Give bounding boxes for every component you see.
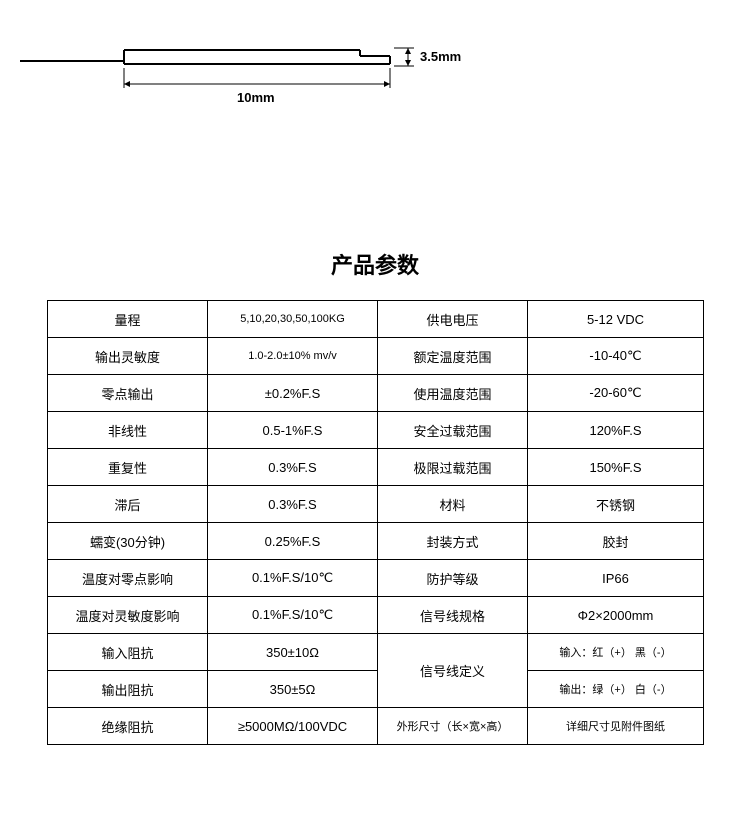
table-cell: 输入阻抗 xyxy=(48,634,208,671)
table-cell: 防护等级 xyxy=(378,560,528,597)
table-cell: ±0.2%F.S xyxy=(208,375,378,412)
table-cell: 详细尺寸见附件图纸 xyxy=(528,708,704,745)
table-cell: 外形尺寸（长×宽×高） xyxy=(378,708,528,745)
diagram-height-label: 3.5mm xyxy=(420,49,461,64)
table-cell: 供电电压 xyxy=(378,301,528,338)
table-row: 输入阻抗350±10Ω信号线定义输入：红（+） 黑（-） xyxy=(48,634,704,671)
table-cell: 安全过载范围 xyxy=(378,412,528,449)
table-cell: 滞后 xyxy=(48,486,208,523)
table-cell: 极限过载范围 xyxy=(378,449,528,486)
table-row: 蠕变(30分钟)0.25%F.S封装方式胶封 xyxy=(48,523,704,560)
table-cell: IP66 xyxy=(528,560,704,597)
table-cell: 0.3%F.S xyxy=(208,486,378,523)
table-cell: 温度对灵敏度影响 xyxy=(48,597,208,634)
sensor-diagram: 3.5mm 10mm xyxy=(0,40,750,180)
table-cell: 封装方式 xyxy=(378,523,528,560)
table-row: 非线性0.5-1%F.S安全过载范围120%F.S xyxy=(48,412,704,449)
table-cell: 输入：红（+） 黑（-） xyxy=(528,634,704,671)
table-cell: 绝缘阻抗 xyxy=(48,708,208,745)
table-row: 输出灵敏度1.0-2.0±10% mv/v额定温度范围-10-40℃ xyxy=(48,338,704,375)
table-cell: 温度对零点影响 xyxy=(48,560,208,597)
table-row: 重复性0.3%F.S极限过载范围150%F.S xyxy=(48,449,704,486)
table-cell: 350±5Ω xyxy=(208,671,378,708)
table-cell: 150%F.S xyxy=(528,449,704,486)
table-row: 量程5,10,20,30,50,100KG供电电压5-12 VDC xyxy=(48,301,704,338)
table-row: 绝缘阻抗≥5000MΩ/100VDC外形尺寸（长×宽×高）详细尺寸见附件图纸 xyxy=(48,708,704,745)
table-cell: 5,10,20,30,50,100KG xyxy=(208,301,378,338)
table-row: 输出阻抗350±5Ω 输出：绿（+） 白（-） xyxy=(48,671,704,708)
table-cell: 量程 xyxy=(48,301,208,338)
table-cell: 非线性 xyxy=(48,412,208,449)
table-row: 温度对零点影响0.1%F.S/10℃防护等级IP66 xyxy=(48,560,704,597)
table-cell: 输出：绿（+） 白（-） xyxy=(528,671,704,708)
table-cell: 0.1%F.S/10℃ xyxy=(208,560,378,597)
table-cell: 使用温度范围 xyxy=(378,375,528,412)
table-cell: 输出阻抗 xyxy=(48,671,208,708)
table-cell: 额定温度范围 xyxy=(378,338,528,375)
table-cell: 0.3%F.S xyxy=(208,449,378,486)
table-cell: 0.1%F.S/10℃ xyxy=(208,597,378,634)
table-cell: 0.25%F.S xyxy=(208,523,378,560)
table-cell: -10-40℃ xyxy=(528,338,704,375)
table-cell: ≥5000MΩ/100VDC xyxy=(208,708,378,745)
table-cell: 蠕变(30分钟) xyxy=(48,523,208,560)
spec-table: 量程5,10,20,30,50,100KG供电电压5-12 VDC输出灵敏度1.… xyxy=(47,300,704,745)
table-cell: 信号线定义 xyxy=(378,634,528,708)
table-cell: 信号线规格 xyxy=(378,597,528,634)
table-row: 温度对灵敏度影响0.1%F.S/10℃信号线规格Φ2×2000mm xyxy=(48,597,704,634)
table-cell: 输出灵敏度 xyxy=(48,338,208,375)
table-cell: 零点输出 xyxy=(48,375,208,412)
table-cell: 不锈钢 xyxy=(528,486,704,523)
table-cell: 重复性 xyxy=(48,449,208,486)
table-cell: 1.0-2.0±10% mv/v xyxy=(208,338,378,375)
diagram-width-label: 10mm xyxy=(237,90,275,105)
table-cell: 350±10Ω xyxy=(208,634,378,671)
table-cell: 120%F.S xyxy=(528,412,704,449)
table-cell: 5-12 VDC xyxy=(528,301,704,338)
table-cell: 0.5-1%F.S xyxy=(208,412,378,449)
page: 3.5mm 10mm 产品参数 量程5,10,20,30,50,100KG供电电… xyxy=(0,0,750,826)
table-row: 滞后0.3%F.S材料不锈钢 xyxy=(48,486,704,523)
table-cell: Φ2×2000mm xyxy=(528,597,704,634)
table-row: 零点输出±0.2%F.S使用温度范围-20-60℃ xyxy=(48,375,704,412)
section-title: 产品参数 xyxy=(0,248,750,280)
table-cell: 材料 xyxy=(378,486,528,523)
diagram-svg xyxy=(0,40,750,180)
table-cell: -20-60℃ xyxy=(528,375,704,412)
table-cell: 胶封 xyxy=(528,523,704,560)
